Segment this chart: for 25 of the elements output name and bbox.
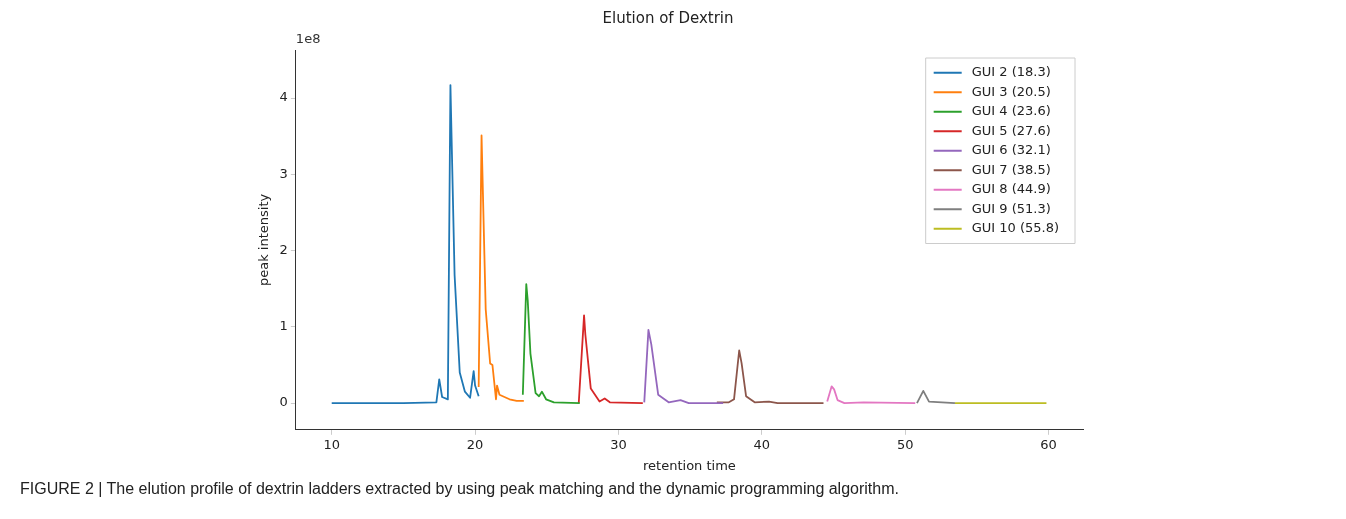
legend-label: GUI 5 (27.6) (971, 122, 1051, 138)
y-tick-label: 0 (279, 394, 288, 410)
x-tick-label: 50 (896, 436, 914, 452)
caption: FIGURE 2 | The elution profile of dextrin ladders extracted by using peak matching and the dynamic programming algorithm. (19, 479, 900, 499)
legend-label: GUI 3 (20.5) (971, 83, 1051, 99)
y-tick-label: 3 (279, 165, 288, 181)
legend-label: GUI 8 (44.9) (971, 181, 1051, 197)
legend-label: GUI 4 (23.6) (971, 103, 1051, 119)
x-tick-label: 20 (466, 436, 484, 452)
legend-label: GUI 6 (32.1) (971, 142, 1051, 158)
y-axis-title: peak intensity (256, 193, 272, 287)
x-tick-label: 30 (610, 436, 627, 452)
y-tick-label: 1 (279, 318, 288, 334)
x-axis-title: retention time (643, 457, 736, 473)
text: 1e8 (295, 30, 321, 46)
x-tick-label: 10 (323, 436, 340, 452)
legend-label: GUI 2 (18.3) (971, 64, 1051, 80)
y-tick-label: 2 (279, 241, 288, 257)
x-tick-label: 40 (753, 436, 771, 452)
legend-label: GUI 10 (55.8) (971, 220, 1060, 236)
y-tick-label: 4 (279, 89, 288, 105)
chart-title: Elution of Dextrin (602, 8, 734, 27)
x-tick-label: 60 (1040, 436, 1057, 452)
legend-label: GUI 7 (38.5) (971, 161, 1051, 177)
legend-label: GUI 9 (51.3) (971, 200, 1051, 216)
